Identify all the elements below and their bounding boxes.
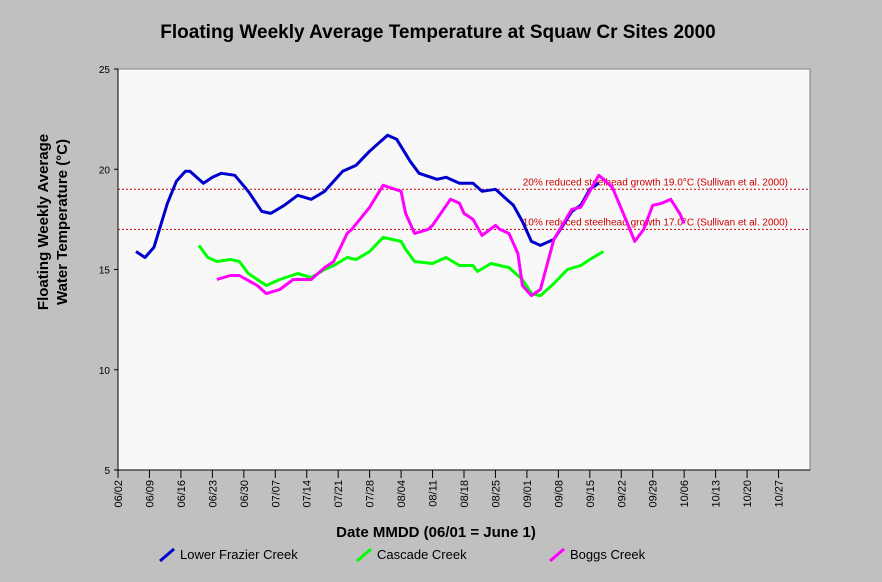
plot-area [117, 68, 811, 471]
y-tick-label: 10 [99, 366, 111, 377]
y-tick-label: 15 [99, 266, 111, 277]
y-tick-label: 5 [104, 466, 110, 477]
chart-title: Floating Weekly Average Temperature at S… [160, 22, 715, 43]
legend-label: Boggs Creek [570, 547, 646, 562]
y-axis-label: Floating Weekly Average [35, 134, 52, 310]
legend-label: Lower Frazier Creek [180, 547, 298, 562]
x-tick-label: 09/29 [648, 480, 660, 508]
x-tick-label: 09/15 [585, 480, 597, 508]
legend-swatch [159, 547, 175, 563]
y-tick-label: 20 [99, 165, 111, 176]
series-line [197, 235, 605, 298]
x-tick-label: 10/27 [774, 480, 786, 508]
legend-label: Cascade Creek [377, 547, 467, 562]
x-tick-label: 07/07 [270, 480, 282, 508]
x-tick-label: 09/08 [553, 480, 565, 508]
x-tick-label: 08/18 [459, 480, 471, 508]
reference-label: 20% reduced steelhead growth 19.0°C (Sul… [523, 177, 788, 188]
x-tick-label: 06/16 [176, 480, 188, 508]
x-tick-label: 08/11 [428, 480, 440, 507]
x-tick-label: 06/09 [144, 480, 156, 508]
x-tick-label: 10/20 [742, 480, 754, 508]
series-line [135, 133, 600, 259]
legend-swatch [549, 547, 565, 563]
x-tick-label: 09/22 [616, 480, 628, 508]
legend-swatch [356, 547, 372, 563]
y-axis-label: Water Temperature (°C) [54, 139, 71, 305]
series-line [216, 173, 686, 298]
x-tick-label: 08/04 [396, 480, 408, 508]
x-axis-label: Date MMDD (06/01 = June 1) [336, 524, 536, 541]
x-tick-label: 07/14 [302, 480, 314, 508]
x-tick-label: 06/23 [207, 480, 219, 508]
x-tick-label: 10/13 [711, 480, 723, 508]
x-tick-label: 06/02 [113, 480, 125, 508]
x-tick-label: 06/30 [239, 480, 251, 508]
x-tick-label: 07/21 [333, 480, 345, 508]
x-tick-label: 08/25 [490, 480, 502, 508]
y-tick-label: 25 [99, 65, 111, 76]
reference-label: 10% reduced steelhead growth 17.0°C (Sul… [523, 217, 788, 228]
x-tick-label: 10/06 [679, 480, 691, 508]
x-tick-label: 09/01 [522, 480, 534, 508]
x-tick-label: 07/28 [365, 480, 377, 508]
